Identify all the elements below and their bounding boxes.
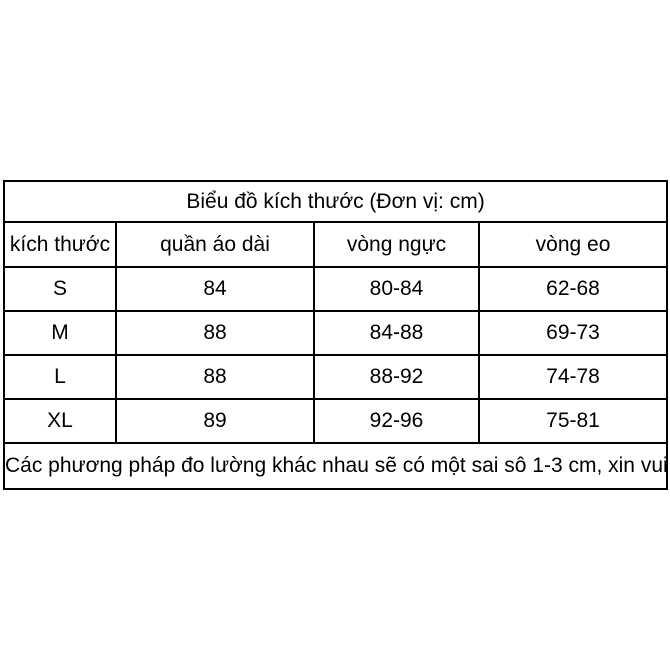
note-row: Các phương pháp đo lường khác nhau sẽ có… — [2, 442, 669, 490]
table-cell: 88 — [115, 354, 315, 400]
size-label: XL — [3, 398, 117, 444]
table-row-m: M 88 84-88 69-73 — [3, 310, 669, 356]
size-label: M — [3, 310, 117, 356]
table-cell: 88 — [115, 310, 315, 356]
table-cell: 92-96 — [313, 398, 480, 444]
size-chart-table: Biểu đồ kích thước (Đơn vị: cm) kích thư… — [2, 180, 669, 490]
table-note: Các phương pháp đo lường khác nhau sẽ có… — [2, 442, 669, 490]
table-cell: 62-68 — [477, 266, 669, 312]
table-cell: 69-73 — [477, 310, 669, 356]
size-label: S — [3, 266, 117, 312]
table-cell: 84 — [115, 266, 315, 312]
table-cell: 75-81 — [477, 398, 669, 444]
table-row-l: L 88 88-92 74-78 — [3, 354, 669, 400]
column-header-waist: vòng eo — [477, 221, 669, 268]
column-header-bust: vòng ngực — [313, 221, 480, 268]
table-row-xl: XL 89 92-96 75-81 — [3, 398, 669, 444]
column-header-garment-length: quần áo dài — [115, 221, 315, 268]
table-cell: 80-84 — [313, 266, 480, 312]
table-cell: 88-92 — [313, 354, 480, 400]
table-title: Biểu đồ kích thước (Đơn vị: cm) — [2, 180, 669, 223]
title-row: Biểu đồ kích thước (Đơn vị: cm) — [2, 180, 669, 223]
table-cell: 84-88 — [313, 310, 480, 356]
table-cell: 74-78 — [477, 354, 669, 400]
table-row-s: S 84 80-84 62-68 — [3, 266, 669, 312]
column-header-size: kích thước — [3, 221, 117, 268]
table-cell: 89 — [115, 398, 315, 444]
size-label: L — [3, 354, 117, 400]
header-row: kích thước quần áo dài vòng ngực vòng eo — [3, 221, 669, 268]
